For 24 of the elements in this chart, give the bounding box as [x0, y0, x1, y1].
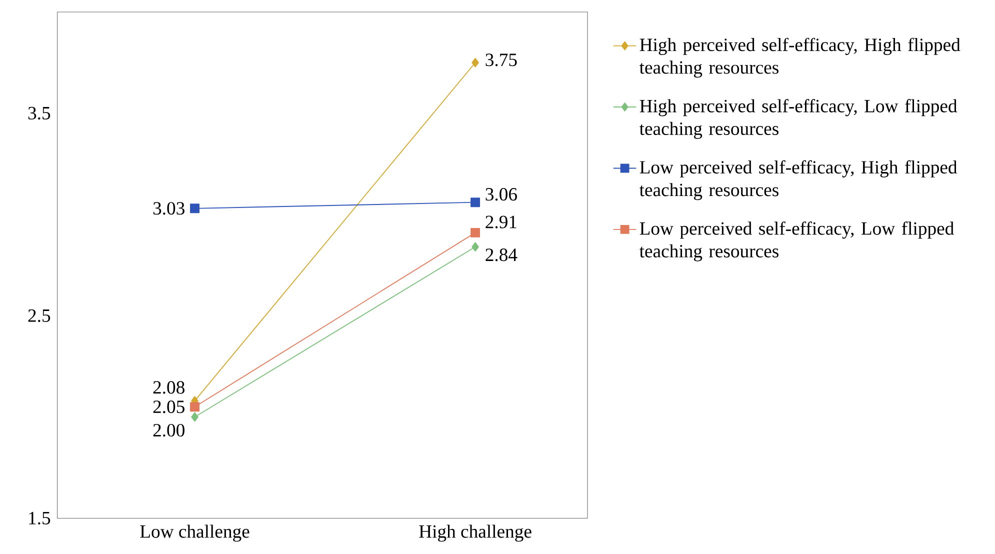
point	[470, 198, 480, 207]
legend-label: High perceived self-efficacy, High flipped teaching resources	[639, 38, 960, 78]
point	[190, 204, 200, 214]
data-label: 3.06	[486, 188, 517, 201]
legend-label: Low perceived self-efficacy, Low flipped teaching resources	[639, 221, 954, 262]
legend-label: Low perceived self-efficacy, High flipped teaching resources	[639, 160, 958, 200]
data-label: 2.08	[153, 381, 184, 394]
data-label: 2.91	[486, 216, 516, 228]
data-label: 2.05	[153, 400, 184, 414]
data-label: 2.84	[486, 248, 518, 262]
x-tick-label: Low challenge	[140, 524, 250, 542]
point	[190, 402, 200, 412]
point	[472, 58, 479, 68]
y-tick-label: 1.5	[29, 512, 50, 524]
legend-label: High perceived self-efficacy, Low flipped teaching resources	[639, 98, 958, 139]
data-label: 2.00	[153, 424, 184, 437]
point	[472, 242, 479, 252]
data-label: 3.75	[486, 54, 517, 66]
y-tick-label: 3.5	[28, 106, 50, 120]
data-label: 3.03	[153, 202, 184, 215]
x-tick-label: High challenge	[419, 524, 532, 542]
y-tick-label: 2.5	[28, 309, 50, 322]
point	[470, 228, 480, 238]
point	[191, 412, 198, 422]
